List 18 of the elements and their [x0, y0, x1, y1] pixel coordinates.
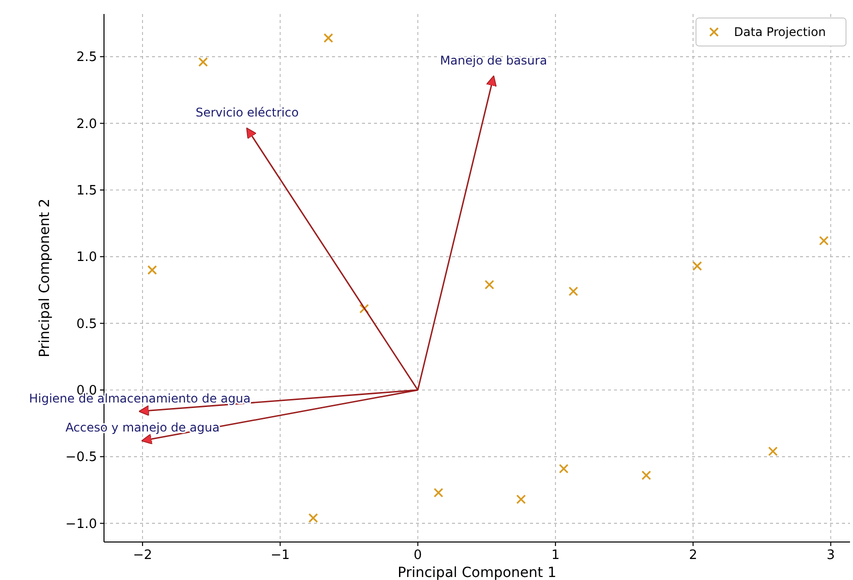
y-tick-label: 2.5 [76, 50, 97, 66]
x-axis-title: Principal Component 1 [398, 565, 556, 580]
x-tick-label: −1 [270, 548, 290, 563]
x-tick-label: 0 [414, 548, 422, 563]
y-tick-label: 0.5 [76, 316, 97, 332]
y-tick-label: 1.0 [76, 250, 97, 266]
x-tick-label: −2 [132, 548, 152, 563]
annotation: Servicio eléctrico [196, 106, 299, 120]
annotation: Manejo de basura [440, 54, 548, 68]
x-tick-label: 2 [688, 548, 698, 563]
y-tick-label: 1.5 [76, 184, 97, 198]
y-tick-label: −0.5 [65, 450, 97, 466]
legend-label: Data Projection [734, 25, 826, 39]
y-axis-title: Principal Component 2 [37, 198, 53, 358]
x-tick-label: 1 [551, 548, 560, 563]
y-tick-label: −1.0 [65, 516, 97, 532]
x-tick-label: 3 [826, 548, 835, 563]
y-tick-label: 2.0 [76, 116, 97, 132]
